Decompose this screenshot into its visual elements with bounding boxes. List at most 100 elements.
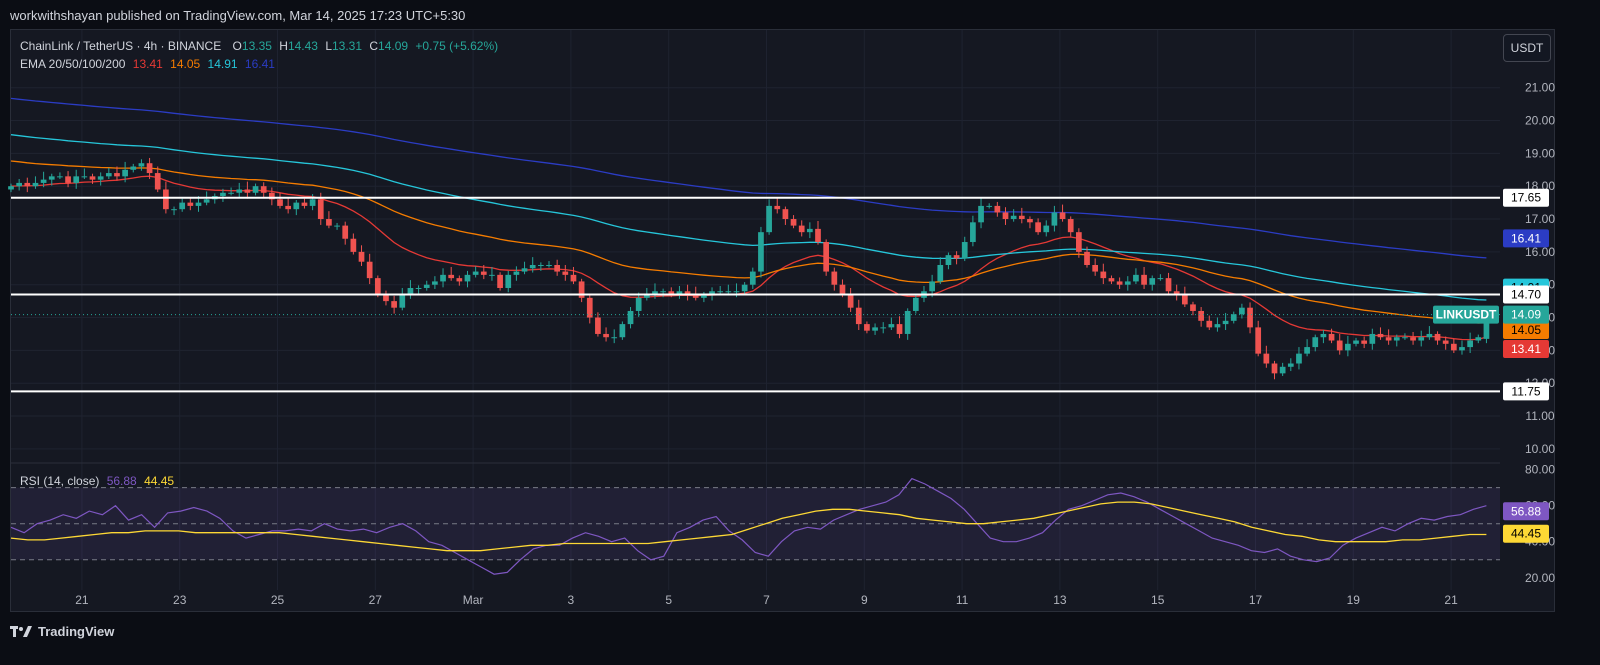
level-price-tag: 11.75 xyxy=(1511,384,1540,398)
candle-body xyxy=(1369,333,1376,344)
candle-body xyxy=(978,205,984,223)
candle-body xyxy=(652,291,658,295)
candle-body xyxy=(945,255,952,265)
candle-body xyxy=(929,281,935,292)
candle-body xyxy=(1198,310,1204,321)
candle-body xyxy=(1190,304,1196,311)
candle-body xyxy=(692,294,699,298)
candle-body xyxy=(1345,343,1351,351)
candle-body xyxy=(1214,324,1221,328)
candle-body xyxy=(24,182,31,187)
rsi-price-tag: 56.88 xyxy=(1511,504,1541,518)
candle-body xyxy=(114,173,120,177)
candle-body xyxy=(203,199,210,203)
candle-body xyxy=(285,205,292,210)
candle-body xyxy=(660,291,666,293)
candle-body xyxy=(366,261,373,279)
candle-body xyxy=(611,337,618,339)
ema20-value: 13.41 xyxy=(132,57,163,71)
rsi-price-tag-bg xyxy=(1503,502,1549,521)
candle-body xyxy=(1287,363,1294,367)
candle-body xyxy=(334,225,340,227)
candle-body xyxy=(1239,307,1245,315)
candle-body xyxy=(1418,337,1425,341)
candle-body xyxy=(1402,337,1408,339)
candle-body xyxy=(97,176,104,180)
candle-body xyxy=(1279,366,1286,374)
candle-body xyxy=(163,189,169,210)
level-price-tag-bg xyxy=(1503,382,1549,401)
x-tick-label: Mar xyxy=(463,593,484,607)
rsi-label: RSI (14, close) xyxy=(20,474,100,488)
candle-body xyxy=(374,278,381,295)
ema20-line xyxy=(10,175,1487,341)
candle-body xyxy=(464,274,471,282)
candle-body xyxy=(782,209,789,220)
candle-body xyxy=(220,192,226,197)
rsi-lines xyxy=(10,477,1487,575)
x-tick-label: 5 xyxy=(665,593,672,607)
chart-frame[interactable] xyxy=(10,29,1555,612)
candle-body xyxy=(1410,337,1416,341)
candle-body xyxy=(89,176,96,180)
current-price-tag-bg xyxy=(1503,305,1549,324)
candle-body xyxy=(1206,320,1213,328)
candle-body xyxy=(1149,278,1156,285)
candle-body xyxy=(1271,363,1278,374)
candle-body xyxy=(1108,278,1115,282)
x-tick-label: 7 xyxy=(763,593,770,607)
candle-body xyxy=(301,202,308,206)
ema-label: EMA 20/50/100/200 xyxy=(20,57,126,71)
candle-body xyxy=(1312,337,1319,348)
level-price-tag-bg xyxy=(1503,188,1549,207)
candle-body xyxy=(684,291,691,295)
candle-body xyxy=(562,271,569,275)
rsi-ma-line xyxy=(10,501,1487,552)
candle-body xyxy=(391,301,397,308)
candle-body xyxy=(1304,347,1310,354)
candle-body xyxy=(179,202,186,210)
candle-body xyxy=(1173,291,1180,295)
x-tick-label: 27 xyxy=(369,593,383,607)
candle-body xyxy=(440,274,446,282)
candle-body xyxy=(994,205,1001,213)
ema-price-tag: 16.41 xyxy=(1511,231,1541,245)
candle-body xyxy=(40,179,47,183)
candle-body xyxy=(1084,251,1090,265)
candle-body xyxy=(1018,215,1025,220)
candle-body xyxy=(122,169,128,177)
candle-body xyxy=(749,271,756,285)
candle-body xyxy=(350,238,357,252)
candle-body xyxy=(1043,225,1050,233)
low-value: 13.31 xyxy=(332,39,363,53)
candle-body xyxy=(880,327,887,329)
candle-body xyxy=(554,265,561,272)
candle-body xyxy=(586,297,593,318)
candle-body xyxy=(1092,265,1099,272)
ema100-line xyxy=(10,134,1487,301)
candle-body xyxy=(643,294,650,298)
x-tick-label: 15 xyxy=(1151,593,1165,607)
publisher-line: workwithshayan published on TradingView.… xyxy=(10,8,466,23)
rsi-ma-price-tag-bg xyxy=(1503,524,1549,543)
ema-price-tag: 13.41 xyxy=(1511,342,1541,356)
candle-body xyxy=(342,225,349,239)
ema200-value: 16.41 xyxy=(244,57,275,71)
candle-body xyxy=(130,166,137,170)
candle-body xyxy=(399,294,406,308)
candle-body xyxy=(774,205,781,210)
currency-button[interactable]: USDT xyxy=(1503,34,1551,62)
current-price-tag: 14.09 xyxy=(1511,308,1541,322)
high-value: 14.43 xyxy=(287,39,318,53)
candle-body xyxy=(872,327,878,331)
ema50-value: 14.05 xyxy=(170,57,201,71)
candle-body xyxy=(415,287,422,289)
y-tick-label: 11.00 xyxy=(1525,409,1554,423)
candle-body xyxy=(741,284,748,292)
rsi-legend: RSI (14, close) 56.88 44.45 xyxy=(20,474,178,488)
level-price-tag: 14.70 xyxy=(1511,288,1541,302)
candle-body xyxy=(326,219,332,226)
candle-body xyxy=(970,222,976,243)
close-value: 14.09 xyxy=(378,39,409,53)
